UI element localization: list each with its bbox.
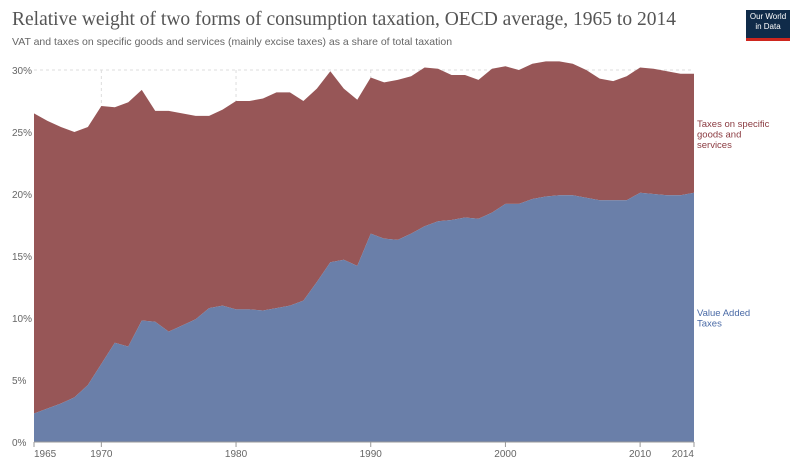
legend-label-excise-taxes: services <box>697 140 732 151</box>
series-area-excise-taxes <box>34 61 694 414</box>
x-tick-label: 1965 <box>34 449 57 460</box>
x-tick-label: 2010 <box>629 449 652 460</box>
x-tick-label: 1970 <box>90 449 113 460</box>
logo-line-2: in Data <box>755 22 781 31</box>
y-tick-label: 15% <box>12 252 32 263</box>
x-tick-label: 2000 <box>494 449 517 460</box>
legend-label-value-added-taxes: Value Added <box>697 308 750 319</box>
chart-title: Relative weight of two forms of consumpt… <box>12 9 676 30</box>
x-tick-label: 1990 <box>360 449 383 460</box>
x-tick-label: 2014 <box>672 449 695 460</box>
legend-label-excise-taxes: goods and <box>697 130 741 141</box>
legend-label-value-added-taxes: Taxes <box>697 319 722 330</box>
chart-subtitle: VAT and taxes on specific goods and serv… <box>12 36 453 48</box>
y-tick-label: 0% <box>12 438 27 449</box>
owid-logo[interactable]: Our World in Data <box>746 10 790 41</box>
y-tick-label: 20% <box>12 190 32 201</box>
y-tick-label: 25% <box>12 128 32 139</box>
series-area-value-added-taxes <box>34 192 694 442</box>
y-tick-label: 5% <box>12 376 27 387</box>
y-tick-label: 30% <box>12 66 32 77</box>
legend-label-excise-taxes: Taxes on specific <box>697 119 770 130</box>
area-layer <box>34 61 694 442</box>
x-tick-label: 1980 <box>225 449 248 460</box>
logo-line-1: Our World <box>749 12 787 21</box>
y-tick-label: 10% <box>12 314 32 325</box>
axis-layer: 0% 5% 10% 15% 20% 25% 30% 1965 1970 1980 1990 2000 2… <box>12 66 695 460</box>
